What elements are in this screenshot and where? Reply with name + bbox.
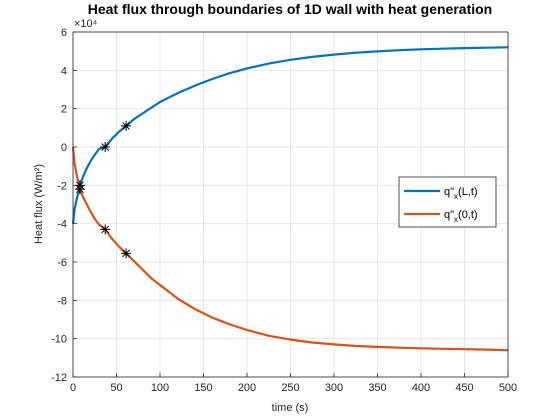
x-tick-label: 300	[325, 382, 343, 394]
y-tick-label: 6	[61, 27, 67, 39]
y-tick-label: 4	[61, 65, 67, 77]
x-tick-label: 250	[281, 382, 299, 394]
data-marker	[100, 142, 110, 152]
x-tick-label: 100	[151, 382, 169, 394]
y-tick-label: -10	[51, 334, 67, 346]
x-tick-label: 350	[368, 382, 386, 394]
x-tick-label: 400	[412, 382, 430, 394]
x-axis-label: time (s)	[272, 402, 309, 414]
y-tick-label: -12	[51, 372, 67, 384]
x-tick-label: 500	[499, 382, 517, 394]
y-axis-label: Heat flux (W/m²)	[33, 164, 45, 244]
y-tick-label: 0	[61, 142, 67, 154]
data-marker	[100, 224, 110, 234]
chart-title: Heat flux through boundaries of 1D wall …	[88, 1, 492, 17]
y-tick-label: -4	[57, 219, 67, 231]
legend: q"x(L,t) q"x(0,t)	[399, 177, 496, 227]
x-tick-label: 0	[70, 382, 76, 394]
y-tick-label: 2	[61, 104, 67, 116]
x-tick-label: 200	[238, 382, 256, 394]
x-tick-label: 150	[194, 382, 212, 394]
data-marker	[121, 121, 131, 131]
x-tick-label: 450	[455, 382, 473, 394]
x-tick-label: 50	[110, 382, 122, 394]
y-tick-label: -6	[57, 257, 67, 269]
data-marker	[121, 248, 131, 258]
y-tick-label: -2	[57, 180, 67, 192]
y-exponent-label: ×10⁴	[74, 18, 98, 30]
y-tick-label: -8	[57, 295, 67, 307]
